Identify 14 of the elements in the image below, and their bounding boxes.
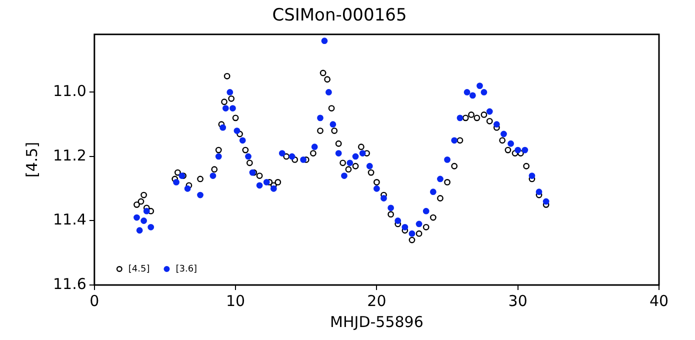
y-tick-label: 11.0 xyxy=(52,82,86,100)
chart-title: CSIMon-000165 xyxy=(272,6,407,26)
x-tick-label: 40 xyxy=(649,292,669,310)
legend-label: [4.5] xyxy=(128,264,150,274)
x-tick-label: 30 xyxy=(508,292,528,310)
x-tick-label: 20 xyxy=(367,292,386,310)
y-tick-label: 11.2 xyxy=(52,146,86,164)
y-axis-title: [4.5] xyxy=(22,142,41,178)
x-axis-title: MHJD-55896 xyxy=(330,312,424,331)
legend-label: [3.6] xyxy=(176,264,198,274)
x-tick-label: 0 xyxy=(90,292,100,310)
x-tick-label: 10 xyxy=(226,292,246,310)
y-tick-label: 11.4 xyxy=(52,210,86,229)
y-tick-label: 11.6 xyxy=(52,274,86,293)
